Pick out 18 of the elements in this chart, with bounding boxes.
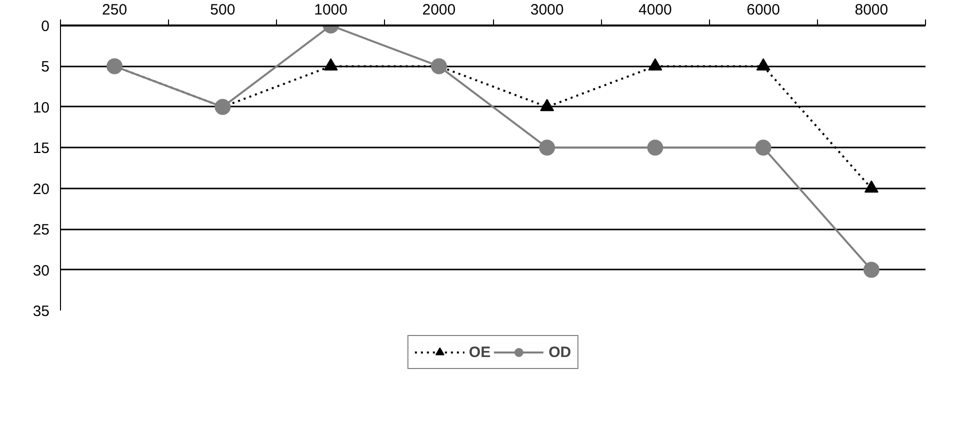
legend-label: OD xyxy=(548,344,572,360)
y-tick-label: 35 xyxy=(32,303,50,320)
legend-label: OE xyxy=(468,344,491,360)
x-tick-label: 250 xyxy=(102,2,128,18)
y-tick-label: 10 xyxy=(32,99,50,116)
x-tick-label: 6000 xyxy=(746,2,780,18)
y-tick-label: 0 xyxy=(41,18,50,35)
y-tick-label: 5 xyxy=(41,58,50,76)
x-tick-label: 1000 xyxy=(314,2,348,18)
x-tick-label: 4000 xyxy=(638,2,672,18)
y-tick-label: 15 xyxy=(32,140,50,158)
y-tick-label: 20 xyxy=(32,180,50,198)
x-tick-label: 3000 xyxy=(530,2,564,18)
y-tick-label: 25 xyxy=(32,222,50,239)
x-tick-label: 2000 xyxy=(422,2,456,18)
y-tick-label: 30 xyxy=(32,262,50,280)
x-tick-label: 8000 xyxy=(854,2,888,18)
x-tick-label: 500 xyxy=(210,2,236,18)
